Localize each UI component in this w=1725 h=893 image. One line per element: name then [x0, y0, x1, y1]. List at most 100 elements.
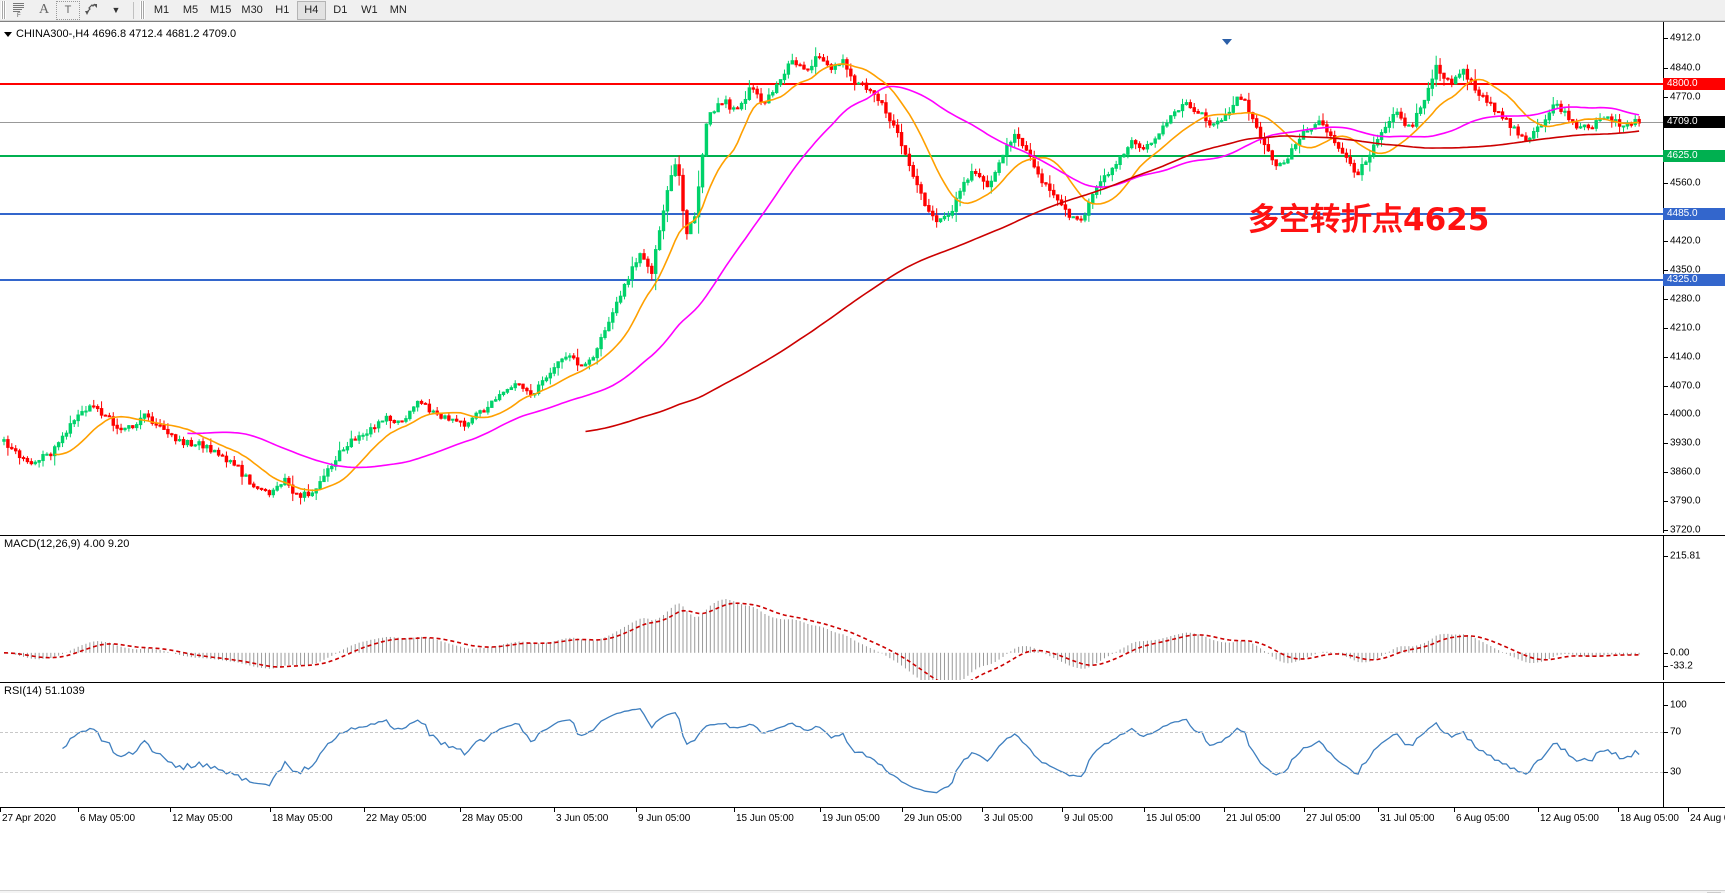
timeframe-d1[interactable]: D1 [333, 4, 348, 16]
price-tick-label: 4560.0 [1670, 177, 1701, 189]
timeframe-h1[interactable]: H1 [275, 4, 290, 16]
price-tick [1664, 414, 1668, 416]
price-tick-label: 4350.0 [1670, 264, 1701, 276]
price-tick-label: 4000.0 [1670, 408, 1701, 420]
dropdown-arrow-icon[interactable]: ▼ [111, 5, 121, 15]
current-bar-marker-icon [1222, 39, 1232, 45]
level-line-4709-0[interactable] [0, 121, 1663, 123]
price-level-tag-support[interactable]: 4325.0 [1663, 274, 1725, 287]
price-tick-label: 4140.0 [1670, 351, 1701, 363]
time-tick-label: 9 Jun 05:00 [638, 813, 691, 824]
chart-annotation[interactable]: 多空转折点4625 [1248, 202, 1490, 238]
price-tick-label: 4912.0 [1670, 32, 1701, 44]
price-pane[interactable]: CHINA300-,H4 4696.8 4712.4 4681.2 4709.0… [0, 22, 1725, 536]
rsi-level-70 [0, 732, 1663, 734]
price-axis[interactable]: 4912.0 4840.0 4770.0 4560.0 4420.0 4350.0 4280… [1663, 22, 1725, 536]
ma-line [54, 63, 1640, 492]
time-tick-label: 29 Jun 05:00 [904, 813, 962, 824]
price-plot-area[interactable]: 多空转折点4625 [0, 22, 1663, 533]
main-toolbar: F A T ▼ M1 M5 M15 M30 H1 H4 D1 W1 MN [0, 0, 1725, 21]
time-tick-label: 31 Jul 05:00 [1380, 813, 1435, 824]
time-tick [78, 808, 79, 812]
svg-text:F: F [17, 13, 21, 17]
price-tick-label: 4420.0 [1670, 235, 1701, 247]
time-tick [1378, 808, 1379, 812]
time-tick [170, 808, 171, 812]
macd-pane[interactable]: MACD(12,26,9) 4.00 9.20 215.81 0.00 -33.2 [0, 535, 1725, 680]
timeframe-m1[interactable]: M1 [153, 4, 170, 16]
price-tick-label: 3790.0 [1670, 495, 1701, 507]
macd-tick-label: 215.81 [1670, 550, 1701, 562]
time-tick [0, 808, 1, 812]
timeframe-h4[interactable]: H4 [296, 0, 326, 20]
price-level-tag-pivot[interactable]: 4625.0 [1663, 150, 1725, 163]
timeframe-grip[interactable] [140, 1, 145, 19]
level-line-4485-0[interactable] [0, 213, 1663, 216]
macd-signal-line [3, 602, 1640, 680]
ma-line [585, 130, 1640, 433]
price-level-tag-last-price[interactable]: 4709.0 [1663, 115, 1725, 128]
time-tick [554, 808, 555, 812]
time-tick-label: 15 Jul 05:00 [1146, 813, 1201, 824]
chart-caret-icon[interactable] [4, 31, 12, 37]
timeframe-w1[interactable]: W1 [361, 4, 378, 16]
rsi-tick [1664, 732, 1668, 734]
price-tick [1664, 356, 1668, 358]
price-tick [1664, 472, 1668, 474]
objects-icon[interactable] [80, 1, 104, 20]
macd-tick [1664, 652, 1668, 654]
time-tick-label: 18 Aug 05:00 [1620, 813, 1679, 824]
toolbar-divider-1 [133, 1, 134, 19]
price-level-tag-resistance[interactable]: 4800.0 [1663, 78, 1725, 91]
price-tick [1664, 183, 1668, 185]
time-tick-label: 19 Jun 05:00 [822, 813, 880, 824]
price-tick-label: 3860.0 [1670, 466, 1701, 478]
time-tick [270, 808, 271, 812]
time-tick [734, 808, 735, 812]
time-tick [1224, 808, 1225, 812]
timeframe-group: M1 M5 M15 M30 H1 H4 D1 W1 MN [147, 0, 413, 20]
text-a-icon[interactable]: A [38, 2, 50, 17]
macd-label: MACD(12,26,9) 4.00 9.20 [4, 538, 130, 550]
macd-axis[interactable]: 215.81 0.00 -33.2 [1663, 536, 1725, 680]
level-line-4800-0[interactable] [0, 83, 1663, 86]
crosshair-f-icon[interactable]: F [8, 1, 32, 20]
macd-tick [1664, 666, 1668, 667]
time-axis[interactable]: 27 Apr 2020 6 May 05:00 12 May 05:00 18 May… [0, 807, 1725, 831]
timeframe-m30[interactable]: M30 [241, 4, 263, 16]
candlestick-series [2, 47, 1641, 505]
rsi-tick-label: 70 [1670, 726, 1682, 738]
text-label-icon[interactable]: T [56, 0, 80, 20]
level-line-4625-0[interactable] [0, 155, 1663, 158]
rsi-axis[interactable]: 100 70 30 [1663, 683, 1725, 807]
time-tick [1304, 808, 1305, 812]
price-tick [1664, 530, 1668, 531]
rsi-pane[interactable]: RSI(14) 51.1039 100 70 30 [0, 682, 1725, 807]
timeframe-m5[interactable]: M5 [182, 4, 199, 16]
time-tick [636, 808, 637, 812]
rsi-series [62, 707, 1640, 794]
time-tick-label: 28 May 05:00 [462, 813, 523, 824]
time-tick-label: 12 May 05:00 [172, 813, 233, 824]
level-line-4325-0[interactable] [0, 279, 1663, 282]
time-tick [460, 808, 461, 812]
macd-plot-area[interactable] [0, 536, 1663, 680]
macd-tick-label: -33.2 [1670, 660, 1693, 672]
time-tick-label: 15 Jun 05:00 [736, 813, 794, 824]
macd-series [3, 599, 1640, 680]
chart-frame[interactable]: CHINA300-,H4 4696.8 4712.4 4681.2 4709.0… [0, 21, 1725, 893]
timeframe-m15[interactable]: M15 [210, 4, 232, 16]
rsi-tick-label: 30 [1670, 766, 1682, 778]
price-level-tag-support[interactable]: 4485.0 [1663, 208, 1725, 221]
time-tick-label: 27 Jul 05:00 [1306, 813, 1361, 824]
time-tick [364, 808, 365, 812]
rsi-plot-area[interactable] [0, 683, 1663, 807]
time-tick [1454, 808, 1455, 812]
ma-line [187, 85, 1640, 469]
toolbar-grip[interactable] [1, 1, 6, 19]
rsi-level-30 [0, 771, 1663, 773]
time-tick [820, 808, 821, 812]
time-tick [982, 808, 983, 812]
time-tick [1538, 808, 1539, 812]
timeframe-mn[interactable]: MN [389, 4, 407, 16]
